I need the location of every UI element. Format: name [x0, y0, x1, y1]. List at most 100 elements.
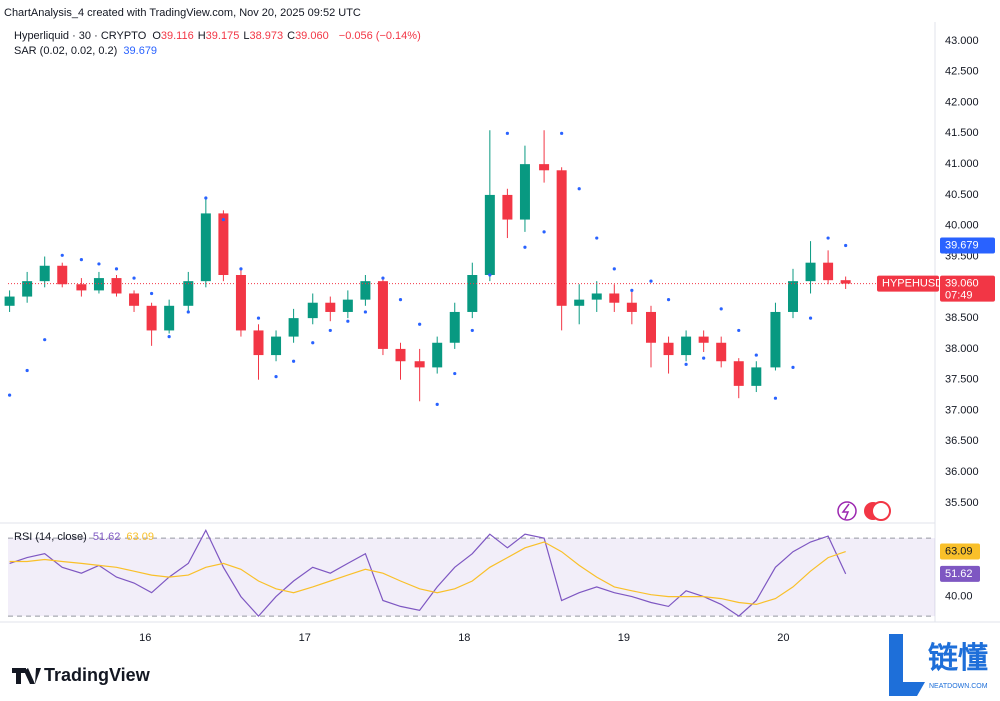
candle-body: [93, 278, 104, 291]
sar-dot: [274, 375, 278, 379]
candle-body: [200, 213, 211, 282]
y-tick-label: 37.000: [945, 404, 979, 416]
candle-body: [360, 281, 371, 300]
sar-dot: [702, 356, 706, 360]
sar-dot: [612, 267, 616, 271]
change: −0.056 (−0.14%): [338, 30, 421, 42]
sar-dot: [328, 328, 332, 333]
y-tick-label: 42.000: [945, 96, 979, 108]
candle-body: [519, 164, 530, 220]
candle-body: [76, 284, 87, 291]
x-tick-label: 19: [618, 632, 630, 644]
candle-body: [414, 361, 425, 368]
candle-body: [307, 302, 318, 319]
sar-dot: [381, 276, 385, 280]
y-tick-label: 43.000: [945, 35, 979, 47]
sar-dot: [737, 328, 741, 333]
candle-body: [609, 293, 620, 303]
sar-dot: [398, 298, 403, 302]
candle-body: [574, 299, 585, 306]
candle-body: [288, 318, 299, 337]
sar-dot: [808, 316, 813, 320]
sar-dot: [7, 393, 12, 397]
sar-dot: [221, 217, 225, 222]
credit: ChartAnalysis_4 created with TradingView…: [4, 7, 361, 19]
sar-legend: SAR (0.02, 0.02, 0.2) 39.679: [14, 45, 160, 57]
candle-body: [539, 164, 550, 171]
sar-dot: [60, 253, 64, 257]
y-tick-label: 38.500: [945, 312, 979, 324]
candle-body: [663, 342, 674, 356]
sar-dot: [79, 258, 83, 262]
candle-body: [342, 299, 353, 312]
sar-dot: [505, 131, 509, 135]
candle-body: [253, 330, 264, 356]
x-tick-label: 16: [139, 632, 151, 644]
candle-body: [484, 194, 495, 275]
sar-dot: [488, 273, 492, 277]
sar-dot: [666, 298, 671, 302]
sar-dot: [418, 322, 422, 326]
candle-body: [111, 278, 122, 294]
flag-icon: [871, 501, 891, 521]
candle-body: [502, 194, 513, 220]
y-tick-label: 42.500: [945, 66, 979, 78]
sar-dot: [791, 365, 795, 369]
y-tick-label: 41.500: [945, 127, 979, 139]
ohlc-key: C: [287, 30, 296, 42]
rsi-axis-label: 63.09: [945, 545, 973, 557]
x-tick-label: 20: [777, 632, 789, 644]
watermark-logo: [889, 634, 925, 696]
sar-axis-label: 39.679: [945, 239, 979, 251]
ohlc-value: 39.060: [295, 30, 329, 42]
candle-body: [698, 336, 709, 343]
sar-dot: [346, 319, 350, 323]
sar-dot: [204, 196, 208, 200]
sar-dot: [684, 362, 688, 366]
candle-body: [681, 336, 692, 356]
sar-dot: [239, 267, 243, 271]
rsi-legend: RSI (14, close) 51.62 63.09: [14, 531, 157, 543]
ohlc-key: O: [152, 30, 161, 42]
rsi-axis-label: 51.62: [945, 568, 973, 580]
last-price-symbol: HYPEHUSD: [882, 278, 943, 290]
sar-name: SAR (0.02, 0.02, 0.2): [14, 45, 118, 57]
sar-dot: [649, 279, 653, 283]
rsi-axis-label-bg: [940, 565, 980, 582]
sar-dot: [167, 334, 171, 339]
last-price-label: 39.060: [945, 278, 979, 290]
sar-dot: [311, 341, 315, 345]
sar-dot: [25, 368, 29, 373]
sar-dot: [97, 262, 101, 266]
ohlc: O39.116 H39.175 L38.973 C39.060: [152, 30, 332, 42]
sar-dot: [826, 236, 830, 240]
rsi-axis-label-bg: [940, 543, 980, 560]
y-tick-label: 36.000: [945, 466, 979, 478]
candle-body: [751, 367, 762, 386]
candle-body: [556, 170, 567, 306]
sar-dot: [114, 267, 119, 271]
sar-dot: [844, 243, 848, 248]
sar-dot: [754, 353, 758, 357]
rsi-value: 51.62: [92, 531, 121, 543]
x-tick-label: 17: [299, 632, 311, 644]
candle-body: [164, 305, 175, 331]
ohlc-key: H: [197, 30, 206, 42]
candle-body: [840, 280, 851, 284]
candle-body: [432, 342, 443, 368]
candle-body: [271, 336, 282, 356]
y-tick-label: 40.500: [945, 189, 979, 201]
rsi-line: [9, 541, 846, 606]
candle-body: [39, 265, 50, 282]
candle-body: [395, 348, 406, 362]
candle-body: [733, 361, 744, 386]
symbol-legend: Hyperliquid · 30 · CRYPTO O39.116 H39.175…: [14, 30, 424, 42]
sar-dot: [773, 396, 778, 400]
y-tick-label: 40.000: [945, 220, 979, 232]
candle-body: [377, 281, 388, 349]
sar-dot: [523, 245, 527, 249]
y-tick-label: 41.000: [945, 158, 979, 170]
candle-body: [129, 293, 140, 306]
